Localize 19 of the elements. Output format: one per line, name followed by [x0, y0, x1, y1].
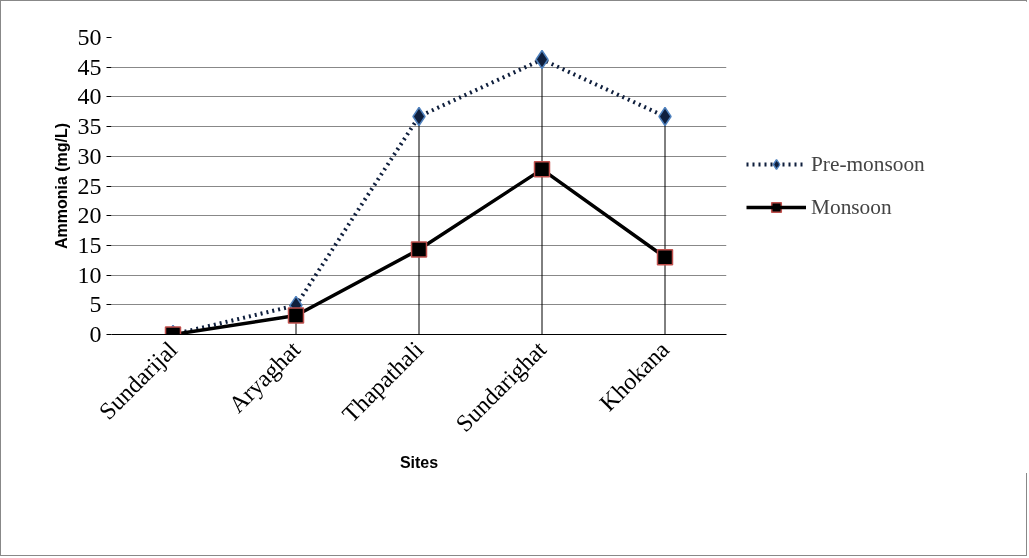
y-axis-title: Ammonia (mg/L): [52, 122, 70, 250]
y-tick-label: 30: [77, 142, 102, 169]
y-tick-label: 40: [77, 83, 102, 110]
point: [656, 249, 674, 266]
y-tick-label: 25: [77, 172, 102, 199]
y-tick-label: 10: [77, 261, 102, 288]
point: [410, 241, 428, 258]
legend-label: Monsoon: [811, 194, 892, 220]
x-axis-title: Sites: [399, 453, 439, 471]
y-tick-label: 15: [77, 231, 102, 258]
y-tick-label: 45: [77, 53, 102, 80]
y-tick-label: 50: [77, 24, 102, 50]
y-tick-label: 35: [77, 113, 102, 140]
point: [533, 161, 551, 178]
y-tick-label: 20: [77, 202, 102, 229]
point: [287, 307, 305, 324]
y-tick-label: 5: [89, 291, 102, 318]
legend-label: Pre-monsoon: [811, 151, 925, 177]
y-tick-label: 0: [89, 321, 102, 347]
